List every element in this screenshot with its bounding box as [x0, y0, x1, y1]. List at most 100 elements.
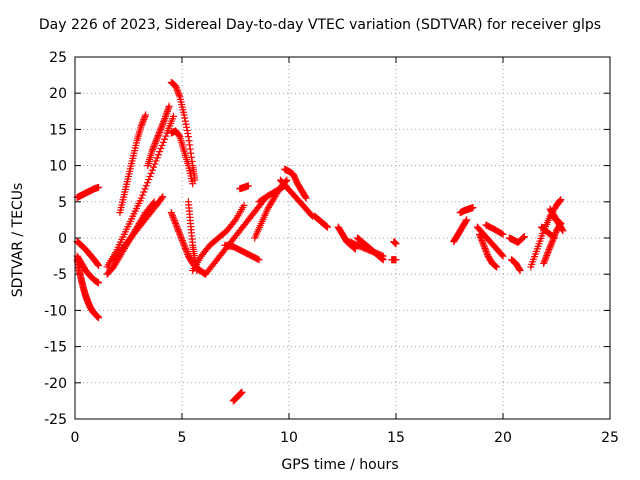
- data-point: [181, 243, 189, 251]
- data-point: [94, 261, 102, 269]
- data-point: [180, 111, 188, 119]
- data-point: [157, 145, 165, 153]
- data-point: [516, 267, 524, 275]
- data-point: [140, 188, 148, 196]
- data-point: [142, 111, 150, 119]
- data-point: [156, 127, 164, 135]
- data-point: [141, 112, 149, 120]
- data-point: [480, 243, 488, 251]
- data-point: [163, 109, 171, 117]
- data-point: [161, 115, 169, 123]
- data-point: [138, 120, 146, 128]
- data-point: [157, 124, 165, 132]
- x-tick-label: 10: [280, 430, 298, 446]
- data-point: [541, 255, 549, 263]
- data-point: [154, 151, 162, 159]
- data-point: [172, 220, 180, 228]
- data-point: [174, 88, 182, 96]
- data-point: [478, 237, 486, 245]
- data-point: [173, 85, 181, 93]
- data-point: [557, 196, 565, 204]
- data-point: [170, 215, 178, 223]
- data-point: [164, 106, 172, 114]
- data-point: [172, 221, 180, 229]
- data-point: [244, 182, 252, 190]
- y-tick-label: 15: [49, 122, 67, 138]
- data-point: [550, 234, 558, 242]
- data-point: [543, 252, 551, 260]
- data-point: [186, 145, 194, 153]
- data-point: [176, 232, 184, 240]
- data-point: [173, 223, 181, 231]
- data-point: [174, 226, 182, 234]
- chart-title: Day 226 of 2023, Sidereal Day-to-day VTE…: [38, 17, 602, 33]
- axis-ticks: 0 5 10 15 20 25 -25 -20 -15 -10 -5 0 5 10 15 20 25: [44, 50, 619, 446]
- data-point: [95, 183, 103, 191]
- data-point: [255, 256, 263, 264]
- data-point: [238, 388, 246, 396]
- data-point: [302, 193, 310, 201]
- data-point: [546, 242, 554, 250]
- data-point: [186, 141, 194, 149]
- data-point: [142, 182, 150, 190]
- data-point: [177, 233, 185, 241]
- data-point: [140, 114, 148, 122]
- data-point: [187, 149, 195, 157]
- data-point: [476, 232, 484, 240]
- data-point: [152, 136, 160, 144]
- data-point: [477, 233, 485, 241]
- data-point: [155, 129, 163, 137]
- data-point: [558, 226, 566, 234]
- x-tick-label: 25: [601, 430, 619, 446]
- data-point: [145, 176, 153, 184]
- data-point: [543, 250, 551, 258]
- data-point: [479, 238, 487, 246]
- data-point: [183, 249, 191, 257]
- data-point: [175, 91, 183, 99]
- y-tick-label: 10: [49, 159, 67, 175]
- y-tick-label: -20: [44, 376, 67, 392]
- data-point: [163, 108, 171, 116]
- y-tick-label: -25: [44, 412, 67, 428]
- data-point: [157, 125, 165, 133]
- data-point: [140, 116, 148, 124]
- data-point: [137, 122, 145, 130]
- data-point: [173, 224, 181, 232]
- data-point: [154, 133, 162, 141]
- data-point: [483, 249, 491, 257]
- data-point: [183, 123, 191, 131]
- data-point: [178, 235, 186, 243]
- data-point: [149, 144, 157, 152]
- data-point: [173, 87, 181, 95]
- data-point: [475, 230, 483, 238]
- data-point: [158, 121, 166, 129]
- data-point: [95, 314, 103, 322]
- y-tick-label: 25: [49, 50, 67, 66]
- data-point: [152, 138, 160, 146]
- data-point: [175, 229, 183, 237]
- data-point: [162, 132, 170, 140]
- data-point: [545, 245, 553, 253]
- data-point: [230, 217, 238, 225]
- data-point: [499, 252, 507, 260]
- data-point: [159, 138, 167, 146]
- y-tick-label: -15: [44, 340, 67, 356]
- data-point: [167, 209, 175, 217]
- data-point: [95, 262, 103, 270]
- data-point: [150, 141, 158, 149]
- data-point: [540, 258, 548, 266]
- data-point: [95, 279, 103, 287]
- data-point: [540, 259, 548, 267]
- data-point: [557, 220, 565, 228]
- data-point: [181, 244, 189, 252]
- data-point: [168, 210, 176, 218]
- data-point: [462, 217, 470, 225]
- data-point: [93, 260, 101, 268]
- data-point: [559, 227, 567, 235]
- data-point: [153, 154, 161, 162]
- data-point: [544, 248, 552, 256]
- data-point: [283, 176, 291, 184]
- data-point: [156, 148, 164, 156]
- data-point: [171, 218, 179, 226]
- data-point: [148, 147, 156, 155]
